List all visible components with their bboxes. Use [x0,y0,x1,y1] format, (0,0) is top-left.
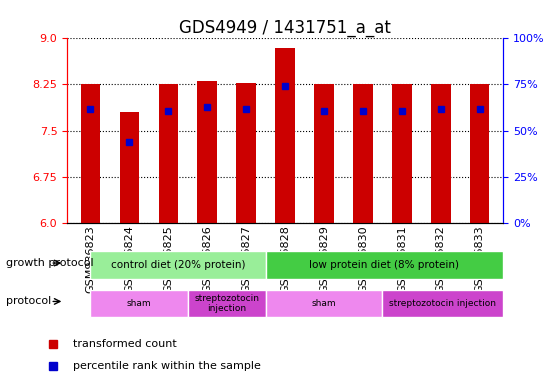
Text: low protein diet (8% protein): low protein diet (8% protein) [309,260,459,270]
Bar [236,83,256,223]
Bar [431,84,451,223]
Text: protocol: protocol [6,296,51,306]
Text: percentile rank within the sample: percentile rank within the sample [73,361,261,371]
FancyBboxPatch shape [266,251,503,279]
FancyBboxPatch shape [266,290,382,317]
Text: streptozotocin
injection: streptozotocin injection [194,294,259,313]
Bar [197,81,217,223]
Text: sham: sham [312,299,337,308]
Bar [314,84,334,223]
Bar [470,84,490,223]
Title: GDS4949 / 1431751_a_at: GDS4949 / 1431751_a_at [179,19,391,37]
Bar [276,48,295,223]
Bar [353,84,373,223]
Bar [392,84,411,223]
FancyBboxPatch shape [382,290,503,317]
Text: growth protocol: growth protocol [6,258,93,268]
FancyBboxPatch shape [91,290,188,317]
Text: streptozotocin injection: streptozotocin injection [389,299,496,308]
Text: sham: sham [127,299,151,308]
Text: transformed count: transformed count [73,339,177,349]
Bar [120,112,139,223]
Bar [159,84,178,223]
FancyBboxPatch shape [91,251,266,279]
Bar [80,84,100,223]
FancyBboxPatch shape [188,290,266,317]
Text: control diet (20% protein): control diet (20% protein) [111,260,245,270]
